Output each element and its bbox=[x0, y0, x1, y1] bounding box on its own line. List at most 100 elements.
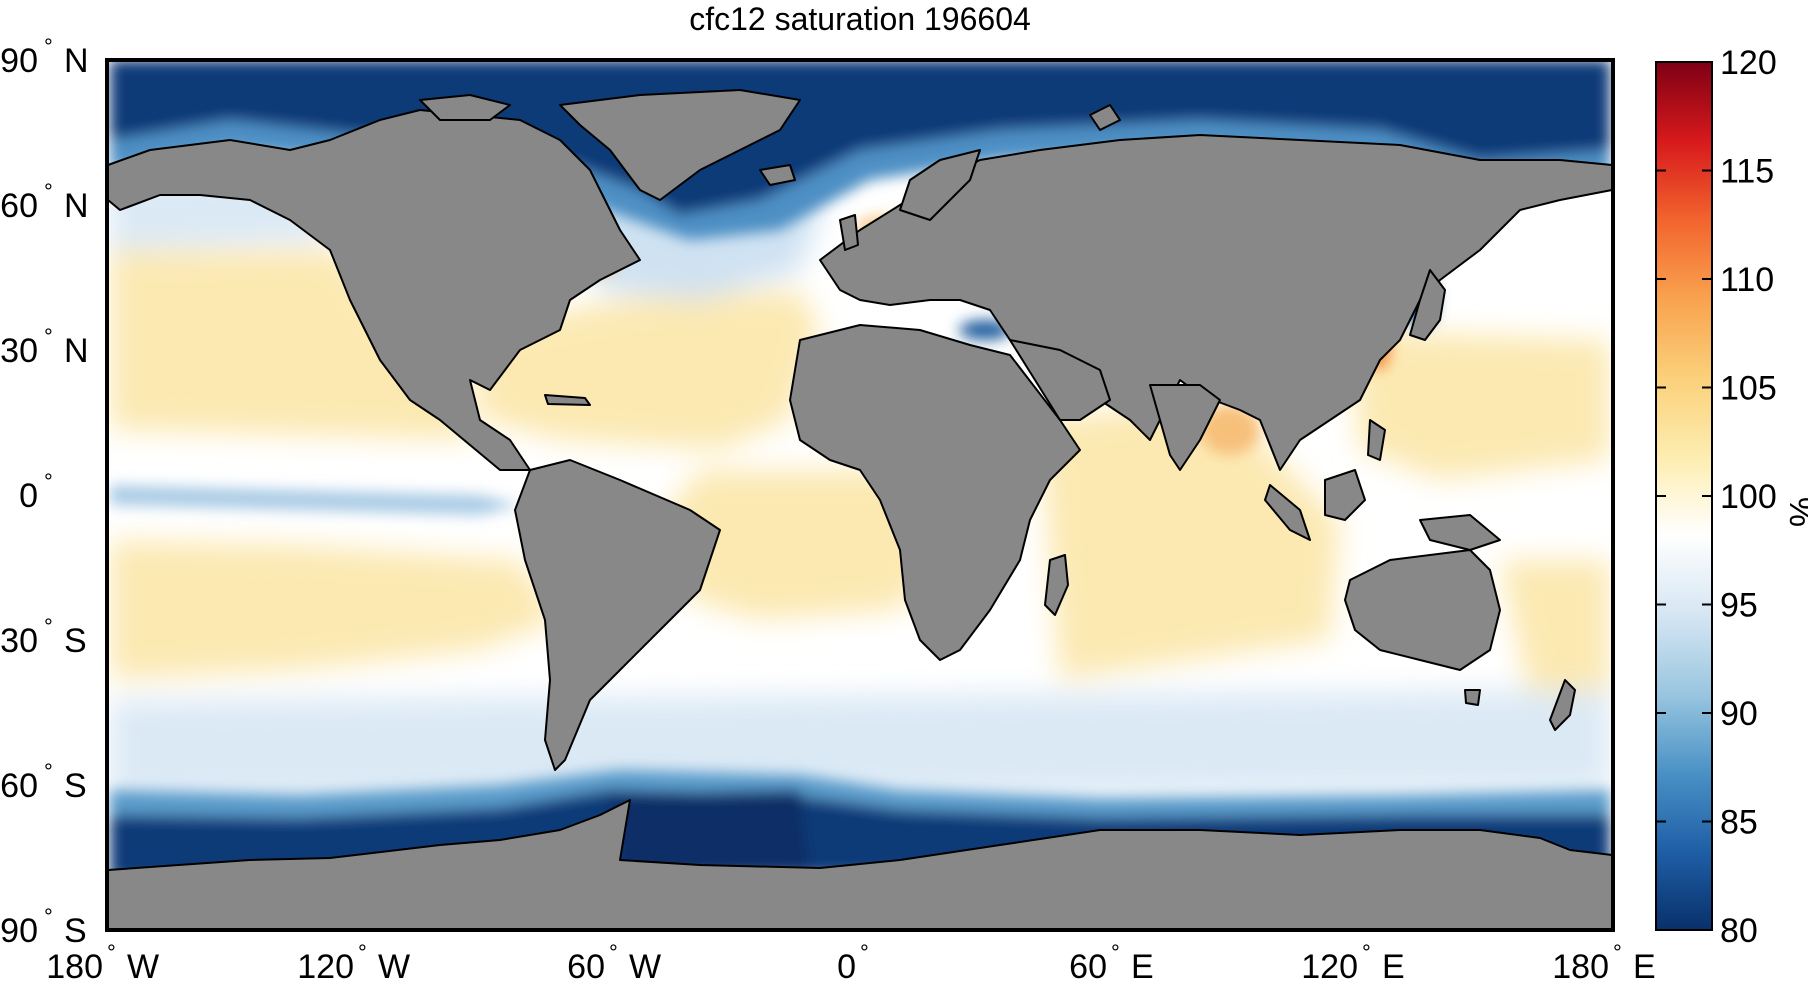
land-philippines bbox=[1367, 419, 1386, 461]
colorbar-tick-label: 110 bbox=[1720, 261, 1774, 299]
field-indian-ocean bbox=[1040, 400, 1340, 680]
land-japan bbox=[1409, 269, 1446, 341]
land-india bbox=[1149, 384, 1221, 471]
lon-degree-mark: ° bbox=[609, 940, 618, 965]
lon-tick-label: 60 ° W bbox=[567, 940, 661, 984]
field-weddell-sea bbox=[610, 790, 810, 870]
lat-tick-value: 60 bbox=[0, 767, 38, 805]
map-frame bbox=[105, 58, 1615, 932]
lon-tick-hemisphere: W bbox=[378, 948, 410, 984]
lat-tick-hemisphere: S bbox=[64, 622, 87, 660]
lon-tick-label: 180 ° W bbox=[46, 940, 159, 984]
ocean-field bbox=[107, 60, 1613, 930]
lon-degree-mark: ° bbox=[358, 940, 367, 965]
field-bay-of-bengal bbox=[1200, 405, 1260, 455]
lat-tick-hemisphere: S bbox=[64, 767, 87, 805]
map-title: cfc12 saturation 196604 bbox=[689, 1, 1031, 37]
land-arctic-islands bbox=[419, 94, 511, 121]
lat-degree-mark: ° bbox=[44, 34, 53, 59]
lat-degree-mark: ° bbox=[44, 614, 53, 639]
land-new-guinea bbox=[1419, 514, 1501, 551]
land-madagascar bbox=[1044, 554, 1069, 616]
lat-degree-mark: ° bbox=[44, 179, 53, 204]
lat-tick-value: 0 bbox=[19, 477, 38, 515]
lat-tick-hemisphere: S bbox=[64, 912, 87, 950]
lon-tick-value: 120 bbox=[297, 948, 354, 984]
lon-tick-label: 180 ° E bbox=[1552, 940, 1655, 984]
lon-degree-mark: ° bbox=[860, 940, 869, 965]
land-africa bbox=[789, 324, 1081, 661]
colorbar-tick-label: 85 bbox=[1720, 804, 1758, 842]
lon-tick-label: 120 ° E bbox=[1301, 940, 1404, 984]
colorbar: 80 85 90 95 100 105 110 115 120 % bbox=[1655, 44, 1808, 950]
land-sumatra bbox=[1264, 484, 1311, 541]
lat-tick-label: 60 ° N bbox=[0, 179, 88, 225]
lat-tick-hemisphere: N bbox=[64, 187, 89, 225]
lon-tick-hemisphere: E bbox=[1382, 948, 1405, 984]
colorbar-tick-label: 95 bbox=[1720, 587, 1758, 625]
lat-tick-value: 90 bbox=[0, 42, 38, 80]
colorbar-ticks: 80 85 90 95 100 105 110 115 120 bbox=[1656, 44, 1777, 950]
lat-tick-value: 30 bbox=[0, 622, 38, 660]
field-antarctic-edge bbox=[110, 770, 1610, 818]
lat-tick-hemisphere: N bbox=[64, 332, 89, 370]
colorbar-tick-label: 100 bbox=[1720, 478, 1777, 516]
lon-tick-label: 120 ° W bbox=[297, 940, 410, 984]
lat-degree-mark: ° bbox=[44, 324, 53, 349]
lon-degree-mark: ° bbox=[1111, 940, 1120, 965]
colorbar-tick-label: 90 bbox=[1720, 695, 1758, 733]
colorbar-tick-label: 120 bbox=[1720, 44, 1777, 82]
colorbar-tick-label: 80 bbox=[1720, 912, 1758, 950]
colorbar-tick-label: 105 bbox=[1720, 370, 1777, 408]
lon-degree-mark: ° bbox=[1613, 940, 1622, 965]
lat-tick-label: 60 ° S bbox=[0, 759, 87, 805]
field-southern-ocean-cool bbox=[110, 690, 1610, 800]
lon-tick-value: 60 bbox=[1069, 948, 1107, 984]
lon-degree-mark: ° bbox=[107, 940, 116, 965]
lon-tick-value: 180 bbox=[1552, 948, 1609, 984]
longitude-axis: 180 ° W 120 ° W 60 ° W 0 ° 60 ° E 120 ° E 180 ° E bbox=[46, 940, 1655, 984]
lat-tick-value: 60 bbox=[0, 187, 38, 225]
field-equatorial-pacific bbox=[110, 485, 520, 515]
lat-tick-hemisphere: N bbox=[64, 42, 89, 80]
land-iceland bbox=[759, 164, 796, 186]
saturation-field bbox=[110, 160, 1610, 800]
land-british-isles bbox=[839, 214, 859, 251]
landmasses bbox=[107, 89, 1613, 930]
lat-degree-mark: ° bbox=[44, 904, 53, 929]
lat-tick-value: 30 bbox=[0, 332, 38, 370]
land-cuba bbox=[544, 394, 591, 406]
land-tasmania bbox=[1464, 689, 1481, 706]
lat-degree-mark: ° bbox=[44, 759, 53, 784]
lat-tick-label: 90 ° S bbox=[0, 904, 87, 950]
field-west-pacific bbox=[1350, 330, 1610, 480]
land-greenland bbox=[559, 89, 801, 201]
field-south-pacific bbox=[110, 540, 560, 680]
latitude-axis: 90 ° N60 ° N30 ° N0 °30 ° S60 ° S90 ° S bbox=[0, 34, 88, 950]
lon-tick-label: 60 ° E bbox=[1069, 940, 1154, 984]
field-north-pacific bbox=[110, 250, 470, 440]
land-antarctica bbox=[107, 799, 1613, 930]
field-south-atlantic bbox=[660, 470, 940, 620]
colorbar-unit: % bbox=[1782, 497, 1808, 527]
land-south-america bbox=[514, 459, 721, 771]
lat-degree-mark: ° bbox=[44, 469, 53, 494]
lon-tick-hemisphere: W bbox=[629, 948, 661, 984]
land-borneo bbox=[1324, 469, 1366, 521]
lon-tick-hemisphere: W bbox=[127, 948, 159, 984]
lon-tick-value: 0 bbox=[837, 948, 856, 984]
lon-tick-hemisphere: E bbox=[1131, 948, 1154, 984]
lat-tick-label: 30 ° S bbox=[0, 614, 87, 660]
lat-tick-label: 90 ° N bbox=[0, 34, 88, 80]
lon-tick-value: 180 bbox=[46, 948, 103, 984]
land-scandinavia bbox=[899, 149, 981, 221]
lon-tick-value: 60 bbox=[567, 948, 605, 984]
lon-tick-hemisphere: E bbox=[1633, 948, 1656, 984]
land-australia bbox=[1344, 549, 1501, 671]
land-arabia bbox=[1009, 339, 1111, 421]
lat-tick-label: 0 ° bbox=[19, 469, 53, 515]
land-new-zealand bbox=[1549, 679, 1576, 731]
lon-degree-mark: ° bbox=[1362, 940, 1371, 965]
lon-tick-label: 0 ° bbox=[837, 940, 869, 984]
